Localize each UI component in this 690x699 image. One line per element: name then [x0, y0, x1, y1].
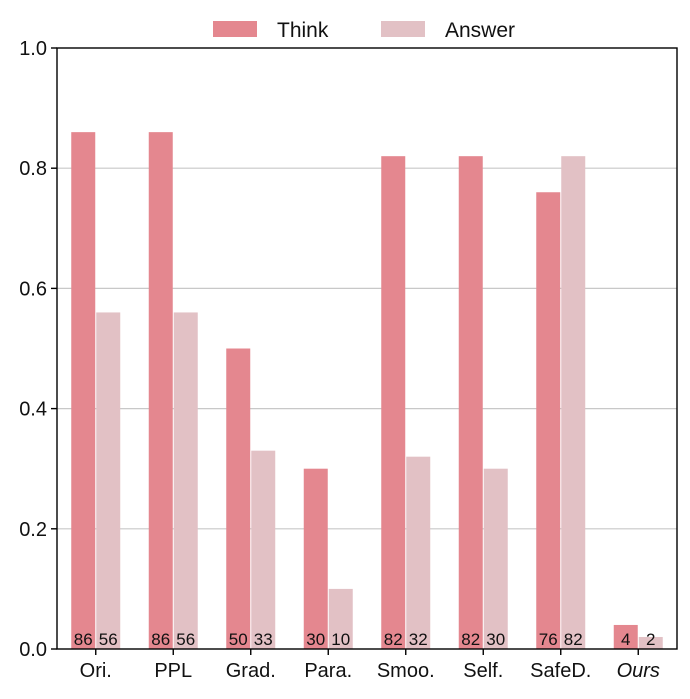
- x-tick-label: PPL: [154, 660, 192, 682]
- y-tick-label: 0.6: [19, 278, 47, 300]
- bar-think-1: [148, 132, 173, 649]
- legend-swatch-answer: [381, 21, 425, 37]
- data-label-answer-6: 82: [564, 630, 583, 649]
- bar-answer-0: [96, 312, 121, 649]
- bar-think-0: [71, 132, 96, 649]
- x-tick-label: Grad.: [226, 660, 276, 682]
- x-tick-label: Ours: [617, 660, 660, 682]
- data-label-answer-7: 2: [646, 630, 655, 649]
- data-label-answer-5: 30: [486, 630, 505, 649]
- y-tick-label: 0.2: [19, 519, 47, 541]
- x-tick-label: Self.: [463, 660, 503, 682]
- bar-answer-2: [251, 450, 276, 649]
- data-label-think-7: 4: [621, 630, 630, 649]
- legend-label-answer: Answer: [445, 19, 515, 42]
- bar-think-4: [381, 156, 406, 649]
- data-label-think-5: 82: [461, 630, 480, 649]
- data-label-think-4: 82: [384, 630, 403, 649]
- legend-label-think: Think: [277, 19, 329, 42]
- bar-think-5: [458, 156, 483, 649]
- data-label-think-1: 86: [151, 630, 170, 649]
- y-tick-label: 0.4: [19, 399, 47, 421]
- bar-answer-7: [638, 636, 663, 649]
- x-tick-label: Smoo.: [377, 660, 435, 682]
- data-label-answer-1: 56: [176, 630, 195, 649]
- y-tick-label: 1.0: [19, 38, 47, 60]
- bar-answer-4: [406, 456, 431, 649]
- plot-frame: [56, 47, 678, 650]
- bar-answer-1: [173, 312, 198, 649]
- x-tick-label: Ori.: [80, 660, 112, 682]
- data-label-think-2: 50: [229, 630, 248, 649]
- bar-think-2: [226, 348, 251, 649]
- y-tick-label: 0.0: [19, 639, 47, 661]
- bar-answer-6: [561, 156, 586, 649]
- x-tick-label: Para.: [304, 660, 352, 682]
- bar-answer-3: [328, 588, 353, 649]
- y-tick-label: 0.8: [19, 158, 47, 180]
- data-label-think-6: 76: [539, 630, 558, 649]
- bar-answer-5: [483, 468, 508, 649]
- data-label-answer-0: 56: [99, 630, 118, 649]
- bar-think-3: [303, 468, 328, 649]
- data-label-think-3: 30: [306, 630, 325, 649]
- data-label-answer-2: 33: [254, 630, 273, 649]
- data-label-answer-3: 10: [331, 630, 350, 649]
- bar-think-7: [613, 624, 638, 649]
- data-label-answer-4: 32: [409, 630, 428, 649]
- bar-think-6: [536, 192, 561, 650]
- legend-swatch-think: [213, 21, 257, 37]
- data-label-think-0: 86: [74, 630, 93, 649]
- x-tick-label: SafeD.: [530, 660, 591, 682]
